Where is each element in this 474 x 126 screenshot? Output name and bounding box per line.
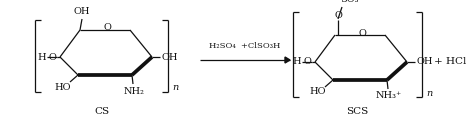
Text: H: H (38, 53, 46, 61)
Text: SCS: SCS (346, 107, 369, 117)
Text: O: O (358, 28, 366, 38)
Text: NH₃⁺: NH₃⁺ (376, 91, 402, 101)
Text: n: n (172, 84, 178, 92)
Text: HO: HO (55, 83, 71, 91)
Text: OH: OH (417, 57, 433, 67)
Text: OH: OH (74, 8, 90, 17)
Text: O: O (48, 53, 56, 61)
Text: SO₃⁻: SO₃⁻ (340, 0, 364, 4)
Text: NH₂: NH₂ (124, 87, 145, 96)
Text: + HCl: + HCl (434, 57, 466, 67)
Text: OH: OH (162, 53, 178, 61)
Text: HO: HO (310, 87, 326, 97)
Text: H₂SO₄  +ClSO₃H: H₂SO₄ +ClSO₃H (210, 42, 281, 50)
Text: H: H (292, 57, 301, 67)
Text: CS: CS (94, 107, 109, 117)
Text: n: n (426, 88, 432, 98)
Text: O: O (103, 24, 111, 33)
Text: O: O (303, 57, 311, 67)
Text: O: O (334, 11, 342, 21)
Polygon shape (285, 57, 290, 63)
